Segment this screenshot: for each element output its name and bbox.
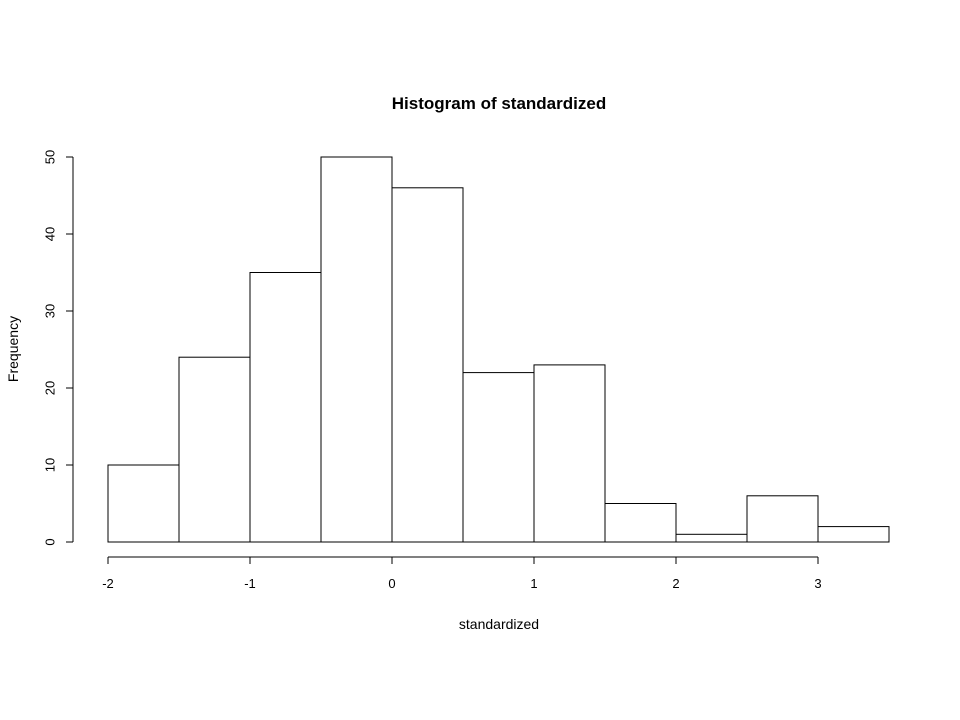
y-tick-label: 30 — [43, 304, 58, 318]
histogram-bar — [817, 526, 890, 543]
y-axis-label: Frequency — [5, 316, 21, 382]
chart-title: Histogram of standardized — [392, 94, 606, 113]
x-tick-label: 1 — [530, 576, 537, 591]
histogram-bar — [107, 464, 180, 543]
x-tick-label: 0 — [388, 576, 395, 591]
histogram-bar — [604, 503, 677, 543]
histogram-bar — [675, 533, 748, 543]
x-tick-label: 2 — [672, 576, 679, 591]
x-tick-label: -1 — [244, 576, 256, 591]
x-tick-label: -2 — [102, 576, 114, 591]
histogram-bar — [746, 495, 819, 543]
y-tick-label: 20 — [43, 381, 58, 395]
histogram-bar — [462, 372, 535, 543]
histogram-bar — [178, 356, 251, 543]
y-axis: 0 10 20 30 40 50 — [43, 150, 74, 546]
y-tick-label: 50 — [43, 150, 58, 164]
histogram-bar — [320, 156, 393, 543]
histogram-bar — [533, 364, 606, 543]
histogram-bar — [249, 272, 322, 543]
bars-group — [107, 156, 890, 543]
histogram-bar — [391, 187, 464, 543]
x-axis: -2 -1 0 1 2 3 — [102, 556, 822, 591]
x-tick-label: 3 — [814, 576, 821, 591]
y-tick-label: 0 — [43, 538, 58, 545]
x-axis-label: standardized — [459, 616, 539, 632]
y-tick-label: 40 — [43, 227, 58, 241]
y-tick-label: 10 — [43, 458, 58, 472]
